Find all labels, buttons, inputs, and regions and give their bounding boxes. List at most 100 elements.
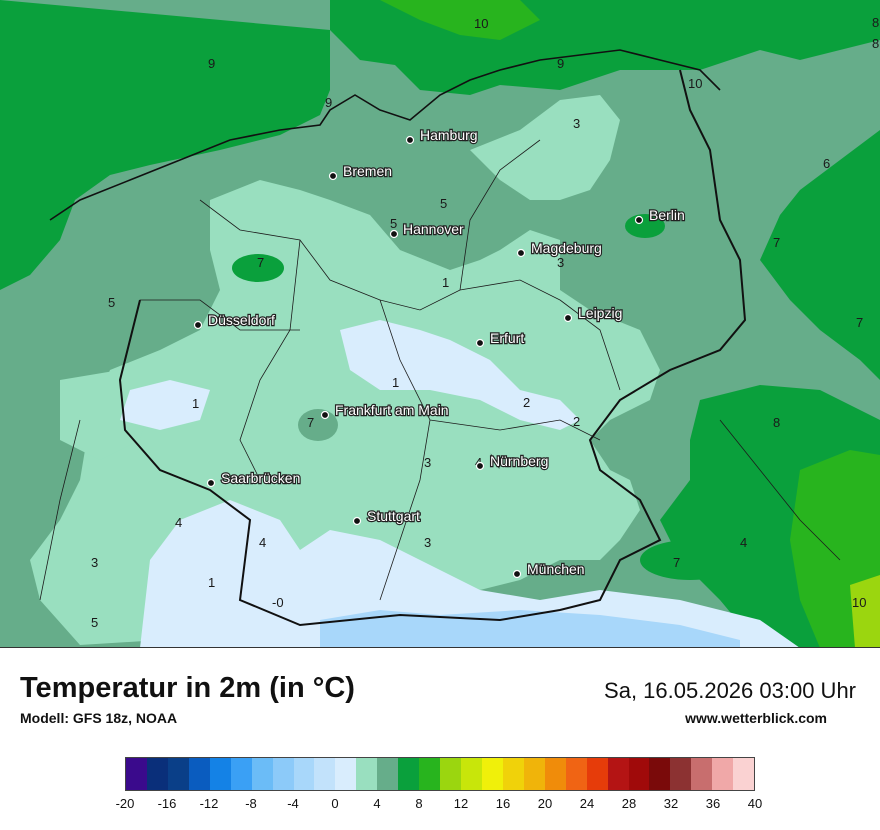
city-label: Nürnberg bbox=[490, 453, 548, 469]
frankfurt-warm-patch bbox=[298, 409, 338, 441]
city-hamburg: Hamburg bbox=[405, 126, 479, 145]
legend-swatch bbox=[335, 758, 357, 790]
city-dot bbox=[475, 461, 485, 471]
city-dot bbox=[634, 215, 644, 225]
contour-label: 1 bbox=[192, 396, 199, 411]
legend-swatch bbox=[314, 758, 336, 790]
legend-swatch bbox=[419, 758, 441, 790]
contour-label: 8 bbox=[773, 415, 780, 430]
contour-label: 4 bbox=[259, 535, 266, 550]
legend-tick-label: 24 bbox=[579, 796, 595, 811]
contour-label: 2 bbox=[523, 395, 530, 410]
city-nuernberg: Nürnberg bbox=[475, 452, 550, 471]
contour-label: 7 bbox=[773, 235, 780, 250]
legend-swatch bbox=[230, 758, 252, 790]
legend-tick-label: -8 bbox=[245, 796, 257, 811]
city-frankfurt: Frankfurt am Main bbox=[320, 401, 450, 420]
southwest-cool-area bbox=[60, 370, 150, 460]
legend-tick-label: 16 bbox=[495, 796, 511, 811]
legend-swatch bbox=[440, 758, 461, 790]
city-label: Bremen bbox=[343, 163, 392, 179]
thuringia-cold-area bbox=[340, 320, 580, 430]
legend-tick-label: 40 bbox=[747, 796, 763, 811]
southwest-cold-area bbox=[140, 500, 800, 648]
city-dot bbox=[475, 338, 485, 348]
legend-swatch bbox=[607, 758, 629, 790]
contour-label: 9 bbox=[208, 56, 215, 71]
city-markers: Hamburg Bremen Hannover Berlin Magdeburg… bbox=[193, 126, 686, 579]
alps-cold-area bbox=[320, 610, 740, 648]
north-sea-area bbox=[0, 0, 880, 290]
baltic-warm-patch bbox=[380, 0, 540, 40]
legend-tick-label: 4 bbox=[373, 796, 381, 811]
city-label: Frankfurt am Main bbox=[335, 402, 449, 418]
city-muenchen: München bbox=[512, 560, 586, 579]
legend-swatch bbox=[523, 758, 545, 790]
legend-swatch bbox=[565, 758, 587, 790]
legend-swatch bbox=[649, 758, 671, 790]
legend-tick-label: 36 bbox=[705, 796, 721, 811]
contour-label: 6 bbox=[823, 156, 830, 171]
contour-label: 3 bbox=[424, 455, 431, 470]
contour-label: 5 bbox=[108, 295, 115, 310]
legend-tick-label: 0 bbox=[331, 796, 339, 811]
legend-ticks: -20 -16 -12 -8 -4 0 4 8 12 16 20 24 28 32 36 40 bbox=[116, 796, 763, 814]
city-saarbruecken: Saarbrücken bbox=[206, 469, 302, 487]
city-dot bbox=[320, 410, 330, 420]
contour-label: 10 bbox=[852, 595, 866, 610]
city-dot bbox=[405, 135, 415, 145]
legend-tick-label: 8 bbox=[415, 796, 423, 811]
city-label: Hamburg bbox=[420, 127, 478, 143]
east-warm-area bbox=[760, 130, 880, 380]
contour-label: 4 bbox=[175, 515, 182, 530]
contour-label: 5 bbox=[91, 615, 98, 630]
city-dot bbox=[352, 516, 362, 526]
contour-label: 8 bbox=[872, 15, 879, 30]
city-label: Berlin bbox=[649, 207, 685, 223]
legend-swatch bbox=[691, 758, 713, 790]
germany-border bbox=[118, 69, 747, 627]
legend-swatch bbox=[398, 758, 420, 790]
coastline bbox=[49, 49, 721, 221]
forecast-datetime: Sa, 16.05.2026 03:00 Uhr bbox=[604, 678, 856, 703]
contour-label: 1 bbox=[442, 275, 449, 290]
contour-label: 1 bbox=[392, 375, 399, 390]
ruhr-warm-patch bbox=[232, 254, 284, 282]
west-cold-area bbox=[120, 380, 210, 430]
color-legend bbox=[125, 757, 755, 791]
legend-swatch bbox=[544, 758, 566, 790]
legend-swatch bbox=[377, 758, 399, 790]
website-credit: www.wetterblick.com bbox=[685, 710, 827, 726]
legend-tick-label: 20 bbox=[537, 796, 553, 811]
city-dot bbox=[193, 320, 203, 330]
contour-label: 7 bbox=[673, 555, 680, 570]
contour-label: 8 bbox=[872, 36, 879, 51]
city-stuttgart: Stuttgart bbox=[352, 507, 421, 526]
contour-label: 3 bbox=[91, 555, 98, 570]
legend-swatch bbox=[670, 758, 692, 790]
contour-label: 7 bbox=[307, 415, 314, 430]
city-dot bbox=[563, 313, 573, 323]
legend-swatch bbox=[628, 758, 650, 790]
legend-swatch bbox=[188, 758, 210, 790]
contour-label: 5 bbox=[390, 216, 397, 231]
legend-swatch bbox=[272, 758, 294, 790]
contour-label: 7 bbox=[257, 255, 264, 270]
contour-label: 9 bbox=[557, 56, 564, 71]
legend-swatch bbox=[167, 758, 189, 790]
legend-swatch bbox=[293, 758, 315, 790]
city-label: Erfurt bbox=[490, 330, 524, 346]
contour-label: 3 bbox=[424, 535, 431, 550]
legend-tick-label: 12 bbox=[453, 796, 469, 811]
contour-label: 7 bbox=[856, 315, 863, 330]
city-hannover: Hannover bbox=[389, 220, 465, 239]
map-footer: Temperatur in 2m (in °C) Modell: GFS 18z… bbox=[0, 648, 880, 830]
city-dot bbox=[512, 569, 522, 579]
legend-swatch bbox=[209, 758, 231, 790]
city-dot bbox=[389, 229, 399, 239]
legend-tick-label: 28 bbox=[621, 796, 637, 811]
legend-tick-label: -12 bbox=[199, 796, 219, 811]
temperature-map: 9 10 9 9 10 8 3 6 5 5 7 7 7 5 1 3 1 1 2 … bbox=[0, 0, 880, 648]
map-title: Temperatur in 2m (in °C) bbox=[20, 672, 355, 704]
city-bremen: Bremen bbox=[328, 162, 393, 180]
